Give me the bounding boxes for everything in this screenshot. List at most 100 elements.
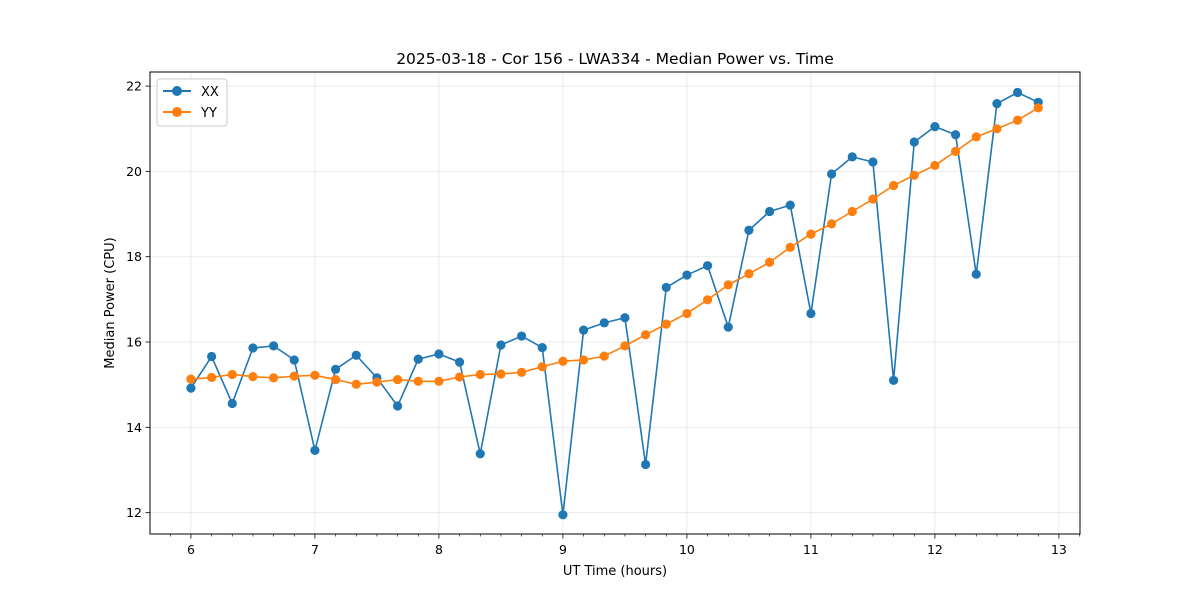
y-tick-label: 12 xyxy=(126,505,142,520)
data-point-yy xyxy=(868,194,878,204)
data-point-xx xyxy=(454,357,465,367)
data-point-xx xyxy=(475,449,485,459)
data-point-yy xyxy=(413,376,423,386)
data-point-yy xyxy=(971,132,981,142)
legend-label-xx: XX xyxy=(201,85,219,100)
chart-title: 2025-03-18 - Cor 156 - LWA334 - Median P… xyxy=(396,50,834,68)
data-point-yy xyxy=(682,308,692,319)
x-axis-label: UT Time (hours) xyxy=(563,564,667,579)
data-point-yy xyxy=(764,257,775,267)
data-point-yy xyxy=(454,372,465,382)
legend-marker-yy xyxy=(172,107,182,117)
data-point-xx xyxy=(227,398,237,409)
data-point-xx xyxy=(516,331,527,341)
data-point-yy xyxy=(496,369,506,379)
plot-frame xyxy=(149,71,1081,535)
data-point-yy xyxy=(744,269,754,279)
data-point-xx xyxy=(496,340,506,350)
data-point-yy xyxy=(1012,115,1023,125)
y-tick-label: 20 xyxy=(126,164,142,179)
y-axis-label: Median Power (CPU) xyxy=(103,237,118,368)
data-point-yy xyxy=(847,206,857,217)
data-point-yy xyxy=(310,370,320,380)
x-tick-label: 13 xyxy=(1051,542,1067,557)
y-tick-label: 18 xyxy=(126,249,142,264)
data-point-xx xyxy=(434,349,444,359)
data-point-yy xyxy=(620,341,630,351)
data-point-yy xyxy=(537,362,547,372)
data-point-xx xyxy=(826,169,837,179)
data-point-xx xyxy=(558,510,568,520)
x-tick-label: 9 xyxy=(559,542,567,557)
data-point-xx xyxy=(992,98,1002,109)
data-point-yy xyxy=(578,355,589,365)
data-point-yy xyxy=(950,146,961,156)
data-point-xx xyxy=(578,325,589,335)
legend: XX YY xyxy=(156,78,228,127)
x-tick-label: 8 xyxy=(435,542,443,557)
data-point-yy xyxy=(661,319,671,329)
data-point-yy xyxy=(372,377,382,387)
data-point-xx xyxy=(744,225,754,235)
data-point-xx xyxy=(971,269,981,279)
y-tick-label: 16 xyxy=(126,335,142,350)
data-point-xx xyxy=(289,355,299,365)
data-point-xx xyxy=(930,122,940,132)
data-point-xx xyxy=(206,351,217,362)
data-point-xx xyxy=(764,206,775,217)
data-point-xx xyxy=(702,261,713,271)
data-point-yy xyxy=(206,372,217,383)
data-point-yy xyxy=(289,371,299,381)
data-point-yy xyxy=(227,369,237,380)
series-line-xx xyxy=(190,91,1039,516)
data-point-yy xyxy=(248,371,258,382)
series-layer xyxy=(186,87,1043,520)
data-point-yy xyxy=(558,356,568,366)
data-point-yy xyxy=(392,374,403,385)
grid xyxy=(150,72,1080,534)
data-point-xx xyxy=(661,282,671,293)
data-point-xx xyxy=(310,445,320,455)
data-point-yy xyxy=(992,124,1002,134)
y-tick-label: 14 xyxy=(126,420,142,435)
x-tick-label: 6 xyxy=(187,542,195,557)
data-point-yy xyxy=(351,379,361,389)
data-point-xx xyxy=(847,152,857,162)
data-point-xx xyxy=(186,383,196,393)
data-point-xx xyxy=(248,343,258,353)
data-point-yy xyxy=(826,219,837,229)
data-point-xx xyxy=(268,341,279,351)
data-point-yy xyxy=(806,229,816,239)
data-point-yy xyxy=(640,330,651,340)
data-point-yy xyxy=(434,376,444,386)
data-point-yy xyxy=(930,160,940,171)
data-point-xx xyxy=(785,200,795,210)
legend-marker-xx xyxy=(172,86,182,96)
data-point-yy xyxy=(723,280,733,290)
x-tick-label: 7 xyxy=(311,542,319,557)
x-tick-label: 11 xyxy=(803,542,819,557)
data-point-xx xyxy=(330,364,341,374)
data-point-xx xyxy=(888,375,899,386)
data-point-yy xyxy=(330,374,341,385)
data-point-xx xyxy=(351,350,361,360)
data-point-xx xyxy=(682,270,692,280)
data-point-xx xyxy=(599,318,609,328)
y-tick-label: 22 xyxy=(126,79,142,94)
data-point-xx xyxy=(1012,87,1023,98)
data-point-yy xyxy=(888,180,899,191)
data-point-xx xyxy=(537,342,547,353)
data-point-yy xyxy=(186,374,196,384)
legend-label-yy: YY xyxy=(200,106,217,121)
data-point-yy xyxy=(1033,103,1043,113)
data-point-xx xyxy=(413,354,423,364)
data-point-yy xyxy=(785,242,795,252)
data-point-xx xyxy=(640,459,651,470)
x-tick-label: 12 xyxy=(927,542,943,557)
data-point-xx xyxy=(723,322,733,332)
data-point-xx xyxy=(868,157,878,167)
data-point-yy xyxy=(516,367,527,377)
data-point-yy xyxy=(702,295,713,305)
data-point-xx xyxy=(950,130,961,140)
data-point-xx xyxy=(806,308,816,319)
